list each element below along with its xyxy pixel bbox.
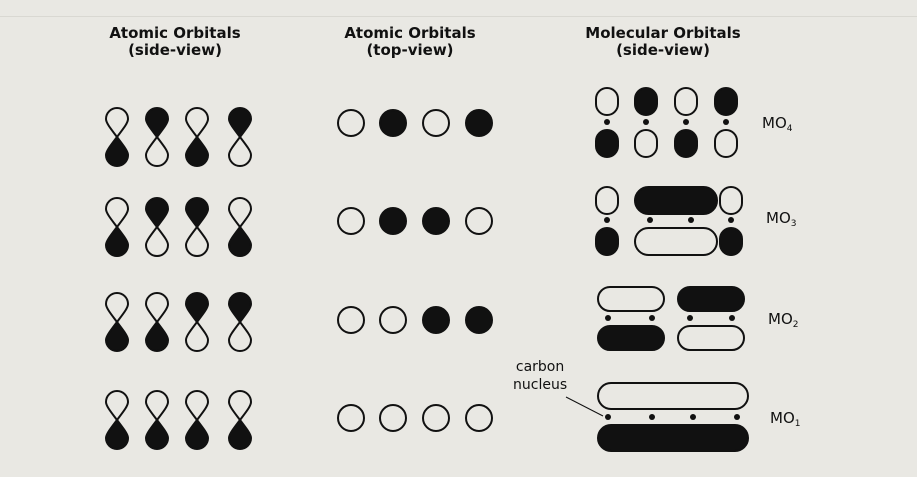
mo1-diagram xyxy=(597,382,749,452)
orbital-lobe-top xyxy=(104,107,130,139)
p-orbital-side-r4-c3 xyxy=(184,390,210,450)
orbital-lobe-bottom xyxy=(144,418,170,450)
orbital-lobe-top xyxy=(227,197,253,229)
orbital-lobe-top xyxy=(184,292,210,324)
orbital-lobe-top xyxy=(144,197,170,229)
p-orbital-side-r4-c2 xyxy=(144,390,170,450)
p-orbital-top-r1-c1 xyxy=(337,109,365,137)
p-orbital-top-r3-c3 xyxy=(422,306,450,334)
p-orbital-top-r1-c3 xyxy=(422,109,450,137)
p-orbital-top-r4-c1 xyxy=(337,404,365,432)
orbital-lobe-bottom xyxy=(227,320,253,352)
orbital-lobe-top xyxy=(104,292,130,324)
header-atomic-side: Atomic Orbitals (side-view) xyxy=(109,24,241,59)
orbital-lobe-top xyxy=(104,390,130,422)
orbital-lobe-bottom xyxy=(184,225,210,257)
orbital-lobe-top xyxy=(144,107,170,139)
p-orbital-top-r2-c4 xyxy=(465,207,493,235)
mo3-diagram xyxy=(595,186,743,256)
p-orbital-side-r2-c2 xyxy=(144,197,170,257)
p-orbital-side-r4-c4 xyxy=(227,390,253,450)
orbital-lobe-top xyxy=(104,197,130,229)
orbital-lobe-bottom xyxy=(144,225,170,257)
header-atomic-top: Atomic Orbitals (top-view) xyxy=(344,24,476,59)
orbital-lobe-bottom xyxy=(144,320,170,352)
p-orbital-top-r3-c2 xyxy=(379,306,407,334)
orbital-lobe-bottom xyxy=(104,225,130,257)
p-orbital-top-r4-c2 xyxy=(379,404,407,432)
label-mo4: MO4 xyxy=(762,114,793,134)
orbital-lobe-top xyxy=(184,197,210,229)
orbital-lobe-top xyxy=(184,107,210,139)
carbon-nucleus-label: carbon nucleus xyxy=(513,359,568,393)
p-orbital-top-r1-c2 xyxy=(379,109,407,137)
p-orbital-top-r3-c1 xyxy=(337,306,365,334)
p-orbital-top-r2-c1 xyxy=(337,207,365,235)
atomic-side-view-group xyxy=(104,107,253,450)
mo2-diagram xyxy=(597,286,745,351)
p-orbital-top-r2-c2 xyxy=(379,207,407,235)
p-orbital-side-r1-c3 xyxy=(184,107,210,167)
label-mo3: MO3 xyxy=(766,209,797,229)
orbital-lobe-bottom xyxy=(227,225,253,257)
p-orbital-side-r3-c3 xyxy=(184,292,210,352)
orbital-lobe-top xyxy=(144,292,170,324)
p-orbital-side-r3-c2 xyxy=(144,292,170,352)
nucleus-pointer-line xyxy=(565,396,604,417)
p-orbital-side-r1-c4 xyxy=(227,107,253,167)
header-molecular-side: Molecular Orbitals (side-view) xyxy=(585,24,741,59)
p-orbital-top-r4-c4 xyxy=(465,404,493,432)
mo4-diagram xyxy=(595,87,738,158)
top-divider xyxy=(0,16,917,17)
orbital-lobe-bottom xyxy=(104,320,130,352)
label-mo2: MO2 xyxy=(768,310,799,330)
orbital-lobe-top xyxy=(227,390,253,422)
p-orbital-side-r1-c2 xyxy=(144,107,170,167)
orbital-lobe-bottom xyxy=(104,135,130,167)
orbital-lobe-bottom xyxy=(144,135,170,167)
p-orbital-side-r2-c3 xyxy=(184,197,210,257)
orbital-lobe-top xyxy=(184,390,210,422)
orbital-lobe-bottom xyxy=(227,418,253,450)
p-orbital-side-r3-c1 xyxy=(104,292,130,352)
p-orbital-top-r4-c3 xyxy=(422,404,450,432)
atomic-top-view-group xyxy=(337,109,493,432)
orbital-lobe-bottom xyxy=(104,418,130,450)
p-orbital-top-r2-c3 xyxy=(422,207,450,235)
orbital-lobe-bottom xyxy=(184,418,210,450)
p-orbital-side-r1-c1 xyxy=(104,107,130,167)
p-orbital-side-r2-c1 xyxy=(104,197,130,257)
p-orbital-top-r1-c4 xyxy=(465,109,493,137)
p-orbital-side-r4-c1 xyxy=(104,390,130,450)
p-orbital-side-r3-c4 xyxy=(227,292,253,352)
orbital-lobe-top xyxy=(227,107,253,139)
orbital-lobe-top xyxy=(144,390,170,422)
orbital-lobe-top xyxy=(227,292,253,324)
orbital-lobe-bottom xyxy=(184,135,210,167)
orbital-lobe-bottom xyxy=(227,135,253,167)
molecular-orbitals-group xyxy=(565,87,749,452)
label-mo1: MO1 xyxy=(770,409,801,429)
p-orbital-top-r3-c4 xyxy=(465,306,493,334)
orbital-lobe-bottom xyxy=(184,320,210,352)
p-orbital-side-r2-c4 xyxy=(227,197,253,257)
